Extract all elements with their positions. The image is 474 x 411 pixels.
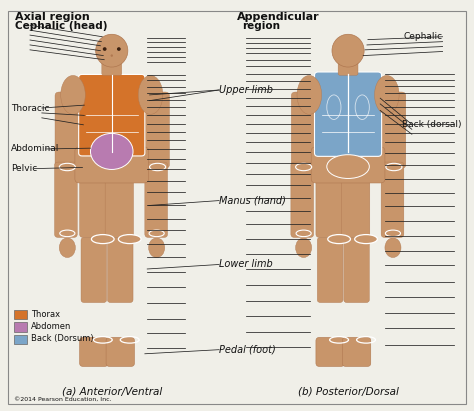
Ellipse shape: [385, 238, 401, 258]
Text: Back (dorsal): Back (dorsal): [402, 120, 462, 129]
FancyBboxPatch shape: [381, 162, 404, 238]
FancyBboxPatch shape: [81, 238, 107, 302]
Text: Cephalic (head): Cephalic (head): [15, 21, 108, 31]
Ellipse shape: [328, 235, 350, 244]
FancyBboxPatch shape: [318, 238, 343, 302]
Ellipse shape: [60, 230, 75, 237]
Ellipse shape: [149, 238, 164, 258]
FancyBboxPatch shape: [316, 337, 344, 367]
Bar: [14, 310, 27, 319]
Bar: [14, 322, 27, 332]
Text: (a) Anterior/Ventral: (a) Anterior/Ventral: [62, 387, 162, 397]
Ellipse shape: [355, 235, 377, 244]
FancyBboxPatch shape: [75, 147, 149, 183]
Text: Back (Dorsum): Back (Dorsum): [31, 334, 94, 343]
Text: Abdominal: Abdominal: [11, 145, 59, 153]
FancyBboxPatch shape: [292, 92, 316, 168]
Ellipse shape: [296, 238, 312, 258]
Ellipse shape: [385, 230, 401, 237]
Text: region: region: [242, 21, 280, 31]
FancyBboxPatch shape: [55, 162, 77, 238]
FancyBboxPatch shape: [108, 238, 133, 302]
Ellipse shape: [117, 47, 121, 51]
Ellipse shape: [96, 34, 128, 67]
Text: ©2014 Pearson Education, Inc.: ©2014 Pearson Education, Inc.: [14, 396, 111, 401]
Text: Thorax: Thorax: [31, 309, 61, 319]
Ellipse shape: [149, 230, 164, 237]
FancyBboxPatch shape: [55, 92, 80, 168]
Ellipse shape: [327, 155, 369, 178]
Text: Thoracic: Thoracic: [11, 104, 50, 113]
FancyBboxPatch shape: [316, 165, 344, 238]
Text: (b) Posterior/Dorsal: (b) Posterior/Dorsal: [298, 387, 399, 397]
Text: Cephalic: Cephalic: [403, 32, 443, 41]
Text: Pelvic: Pelvic: [11, 164, 37, 173]
FancyBboxPatch shape: [145, 162, 167, 238]
FancyBboxPatch shape: [342, 337, 371, 367]
FancyBboxPatch shape: [145, 92, 169, 168]
FancyBboxPatch shape: [381, 92, 406, 168]
Ellipse shape: [296, 230, 311, 237]
Ellipse shape: [118, 235, 141, 244]
Text: Manus (hand): Manus (hand): [219, 196, 286, 206]
Ellipse shape: [61, 76, 85, 114]
Text: Lower limb: Lower limb: [219, 259, 273, 270]
FancyBboxPatch shape: [102, 60, 122, 75]
Text: Appendicular: Appendicular: [237, 12, 319, 22]
Ellipse shape: [103, 47, 107, 51]
Ellipse shape: [150, 163, 165, 171]
Ellipse shape: [138, 76, 163, 114]
FancyBboxPatch shape: [344, 238, 369, 302]
FancyBboxPatch shape: [338, 60, 358, 75]
FancyBboxPatch shape: [291, 162, 314, 238]
Text: Upper limb: Upper limb: [219, 85, 273, 95]
Ellipse shape: [297, 76, 321, 114]
FancyBboxPatch shape: [315, 72, 382, 156]
Text: Abdomen: Abdomen: [31, 322, 72, 331]
FancyBboxPatch shape: [8, 11, 466, 404]
Text: Axial region: Axial region: [15, 12, 90, 22]
FancyBboxPatch shape: [106, 337, 135, 367]
Ellipse shape: [91, 134, 133, 169]
FancyBboxPatch shape: [79, 74, 145, 156]
Ellipse shape: [386, 163, 402, 171]
FancyBboxPatch shape: [341, 165, 370, 238]
Ellipse shape: [296, 163, 312, 171]
Ellipse shape: [59, 163, 75, 171]
Bar: [14, 335, 27, 344]
Ellipse shape: [332, 34, 364, 67]
Ellipse shape: [91, 235, 114, 244]
FancyBboxPatch shape: [105, 165, 134, 238]
FancyBboxPatch shape: [80, 337, 108, 367]
Ellipse shape: [374, 76, 399, 114]
Ellipse shape: [110, 54, 113, 57]
Ellipse shape: [59, 238, 75, 258]
FancyBboxPatch shape: [80, 165, 108, 238]
FancyBboxPatch shape: [311, 147, 385, 183]
Text: Pedal (foot): Pedal (foot): [219, 345, 276, 355]
